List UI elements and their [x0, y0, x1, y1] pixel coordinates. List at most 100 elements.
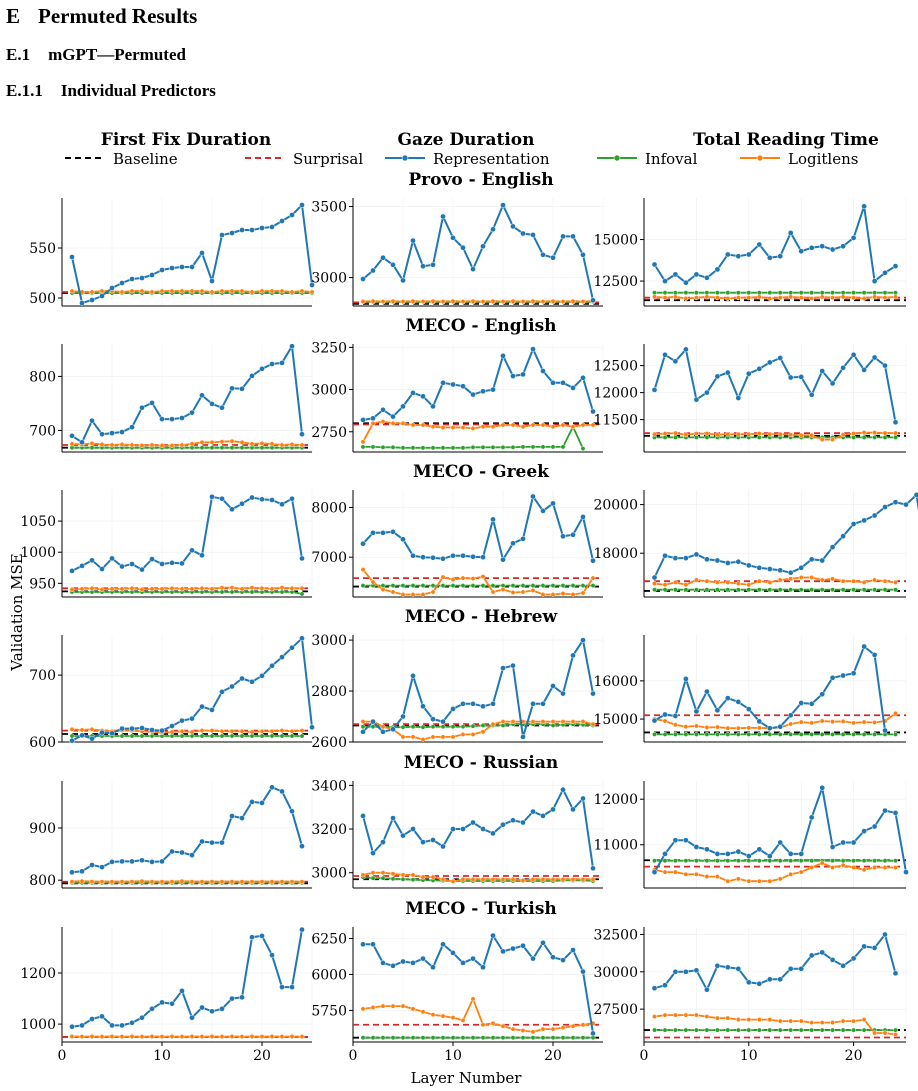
- logitlens-point: [279, 879, 285, 885]
- infoval-point: [89, 445, 95, 451]
- representation-point: [590, 408, 596, 415]
- logitlens-point: [788, 871, 794, 877]
- representation-point: [299, 555, 305, 562]
- representation-point: [530, 493, 536, 500]
- logitlens-point: [79, 878, 85, 884]
- logitlens-point: [460, 425, 466, 430]
- infoval-point: [683, 858, 689, 864]
- representation-point: [672, 271, 679, 278]
- logitlens-point: [269, 1033, 275, 1039]
- representation-point: [440, 213, 446, 220]
- logitlens-point: [239, 586, 245, 592]
- logitlens-point: [390, 298, 396, 304]
- infoval-point: [652, 858, 657, 864]
- logitlens-point: [767, 878, 773, 884]
- logitlens-point: [830, 576, 836, 582]
- infoval-point: [570, 1035, 576, 1041]
- y-tick-label: 2800: [311, 684, 347, 700]
- representation-point: [420, 554, 426, 561]
- logitlens-point: [189, 879, 195, 885]
- logitlens-point: [683, 871, 689, 877]
- logitlens-point: [746, 431, 752, 437]
- representation-point: [520, 535, 526, 542]
- representation-point: [259, 365, 265, 372]
- representation-point: [560, 786, 566, 793]
- logitlens-point: [289, 585, 295, 591]
- logitlens-point: [460, 575, 466, 581]
- representation-point: [129, 1019, 135, 1026]
- logitlens-point: [420, 299, 426, 304]
- representation-point: [410, 390, 416, 396]
- representation-point: [209, 1008, 215, 1015]
- logitlens-point: [169, 1033, 175, 1039]
- logitlens-point: [229, 728, 235, 734]
- infoval-point: [704, 858, 710, 864]
- logitlens-point: [756, 878, 762, 884]
- representation-point: [735, 558, 742, 565]
- representation-point: [129, 276, 135, 282]
- representation-point: [829, 844, 836, 850]
- logitlens-point: [109, 586, 115, 592]
- representation-point: [480, 703, 486, 710]
- representation-point: [500, 948, 506, 955]
- logitlens-point: [830, 1020, 836, 1026]
- representation-point: [79, 1022, 85, 1029]
- representation-point: [662, 351, 668, 358]
- representation-point: [683, 968, 689, 975]
- infoval-point: [450, 724, 456, 730]
- logitlens-point: [693, 295, 699, 301]
- representation-point: [704, 389, 710, 396]
- logitlens-point: [662, 431, 668, 437]
- logitlens-point: [279, 288, 285, 294]
- subsubsection-number: E.1.1: [6, 81, 43, 100]
- logitlens-point: [714, 295, 720, 301]
- representation-point: [683, 837, 689, 844]
- infoval-point: [767, 290, 773, 296]
- representation-point: [882, 727, 888, 734]
- infoval-point: [249, 589, 255, 595]
- logitlens-point: [410, 298, 416, 304]
- infoval-point: [229, 733, 235, 739]
- logitlens-point: [119, 586, 125, 592]
- representation-point: [249, 678, 255, 685]
- representation-point: [380, 254, 386, 261]
- infoval-point: [798, 290, 804, 296]
- logitlens-point: [69, 726, 75, 732]
- logitlens-point: [777, 431, 783, 437]
- logitlens-point: [510, 876, 516, 882]
- infoval-point: [893, 858, 898, 864]
- logitlens-point: [289, 1033, 295, 1039]
- representation-point: [139, 566, 145, 573]
- logitlens-point: [652, 294, 657, 300]
- logitlens-point: [420, 422, 426, 428]
- representation-point: [370, 415, 376, 422]
- infoval-point: [756, 858, 762, 864]
- infoval-point: [704, 1027, 710, 1033]
- x-tick-label: 20: [544, 1048, 562, 1064]
- subsubsection-heading: E.1.1 Individual Predictors: [6, 81, 216, 101]
- infoval-point: [410, 1035, 416, 1041]
- logitlens-point: [510, 298, 516, 304]
- representation-point: [735, 965, 742, 972]
- infoval-point: [756, 587, 762, 593]
- logitlens-point: [259, 1034, 265, 1040]
- logitlens-point: [570, 719, 576, 725]
- logitlens-point: [410, 872, 416, 878]
- representation-point: [651, 261, 658, 268]
- representation-point: [892, 419, 899, 426]
- logitlens-point: [139, 443, 145, 448]
- logitlens-point: [129, 585, 135, 591]
- logitlens-point: [259, 585, 265, 591]
- logitlens-point: [450, 425, 456, 430]
- representation-point: [189, 715, 195, 722]
- logitlens-point: [169, 729, 175, 735]
- logitlens-point: [430, 589, 436, 595]
- representation-point: [882, 807, 888, 814]
- representation-point: [570, 385, 576, 391]
- logitlens-point: [209, 1033, 215, 1039]
- representation-point: [109, 730, 115, 737]
- representation-point: [440, 555, 446, 562]
- logitlens-point: [450, 298, 456, 304]
- logitlens-point: [570, 876, 576, 882]
- logitlens-point: [756, 725, 762, 731]
